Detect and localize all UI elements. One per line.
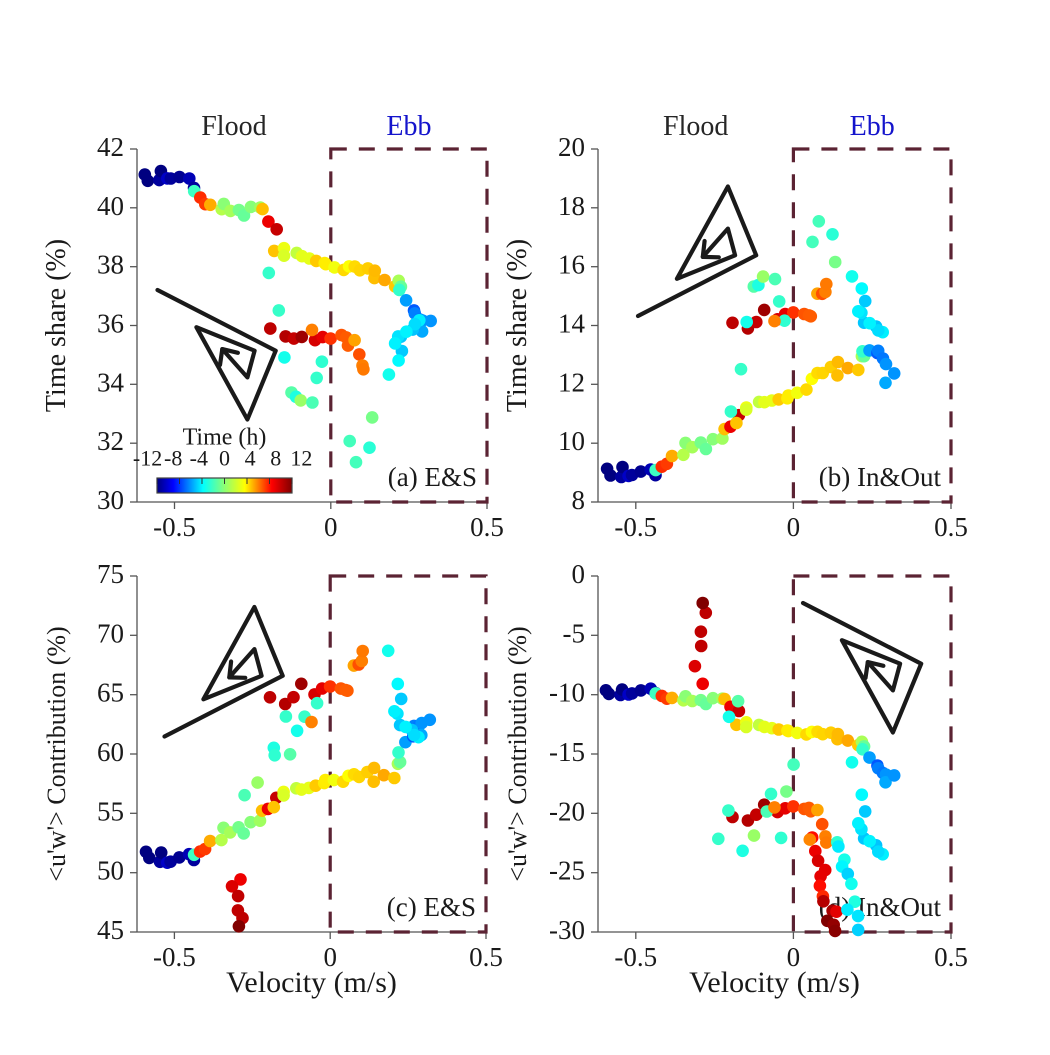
svg-text:50: 50 [97, 856, 124, 886]
svg-text:0: 0 [324, 512, 338, 542]
svg-text:Time share (%): Time share (%) [502, 239, 533, 412]
svg-text:0: 0 [572, 559, 586, 589]
svg-text:30: 30 [97, 485, 124, 515]
svg-text:-5: -5 [563, 618, 586, 648]
svg-text:40: 40 [97, 191, 124, 221]
svg-text:0.5: 0.5 [470, 512, 504, 542]
svg-text:38: 38 [97, 250, 124, 280]
svg-text:12: 12 [290, 445, 312, 470]
svg-text:<u'w'> Contribution (%): <u'w'> Contribution (%) [503, 626, 532, 881]
svg-text:36: 36 [97, 309, 124, 339]
svg-text:8: 8 [270, 445, 281, 470]
svg-text:Velocity (m/s): Velocity (m/s) [689, 966, 860, 999]
svg-text:-12: -12 [133, 445, 162, 470]
svg-text:-0.5: -0.5 [614, 512, 657, 542]
svg-text:(b) In&Out: (b) In&Out [819, 462, 942, 492]
svg-text:(a) E&S: (a) E&S [388, 462, 477, 492]
svg-text:20: 20 [558, 132, 585, 162]
svg-text:65: 65 [97, 678, 124, 708]
svg-text:16: 16 [558, 250, 585, 280]
svg-text:12: 12 [558, 367, 585, 397]
svg-text:Velocity (m/s): Velocity (m/s) [226, 966, 397, 999]
svg-text:Ebb: Ebb [386, 111, 431, 142]
svg-text:10: 10 [558, 426, 585, 456]
svg-text:18: 18 [558, 191, 585, 221]
svg-text:4: 4 [245, 445, 256, 470]
svg-text:34: 34 [97, 367, 125, 397]
svg-text:-20: -20 [549, 796, 585, 826]
svg-text:60: 60 [97, 737, 124, 767]
svg-text:-8: -8 [164, 445, 182, 470]
svg-text:-15: -15 [549, 737, 585, 767]
svg-text:-30: -30 [549, 915, 585, 945]
svg-text:0.5: 0.5 [469, 942, 503, 972]
svg-text:Ebb: Ebb [850, 111, 895, 142]
svg-text:<u'w'> Contribution (%): <u'w'> Contribution (%) [42, 626, 71, 881]
svg-text:0: 0 [219, 445, 230, 470]
svg-text:0.5: 0.5 [934, 942, 968, 972]
svg-text:Flood: Flood [663, 111, 728, 142]
svg-text:32: 32 [97, 426, 124, 456]
svg-text:70: 70 [97, 618, 124, 648]
svg-text:-0.5: -0.5 [153, 942, 196, 972]
svg-text:-0.5: -0.5 [614, 942, 657, 972]
svg-text:-4: -4 [190, 445, 208, 470]
svg-text:0: 0 [787, 512, 801, 542]
svg-text:Flood: Flood [201, 111, 266, 142]
svg-text:-10: -10 [549, 678, 585, 708]
svg-text:-0.5: -0.5 [153, 512, 196, 542]
svg-text:14: 14 [558, 309, 586, 339]
svg-text:75: 75 [97, 559, 124, 589]
svg-text:-25: -25 [549, 856, 585, 886]
svg-text:45: 45 [97, 915, 124, 945]
svg-text:42: 42 [97, 132, 124, 162]
svg-text:(c) E&S: (c) E&S [387, 892, 476, 922]
svg-text:55: 55 [97, 796, 124, 826]
svg-text:0.5: 0.5 [934, 512, 968, 542]
svg-text:Time share (%): Time share (%) [41, 239, 72, 412]
svg-text:8: 8 [572, 485, 586, 515]
